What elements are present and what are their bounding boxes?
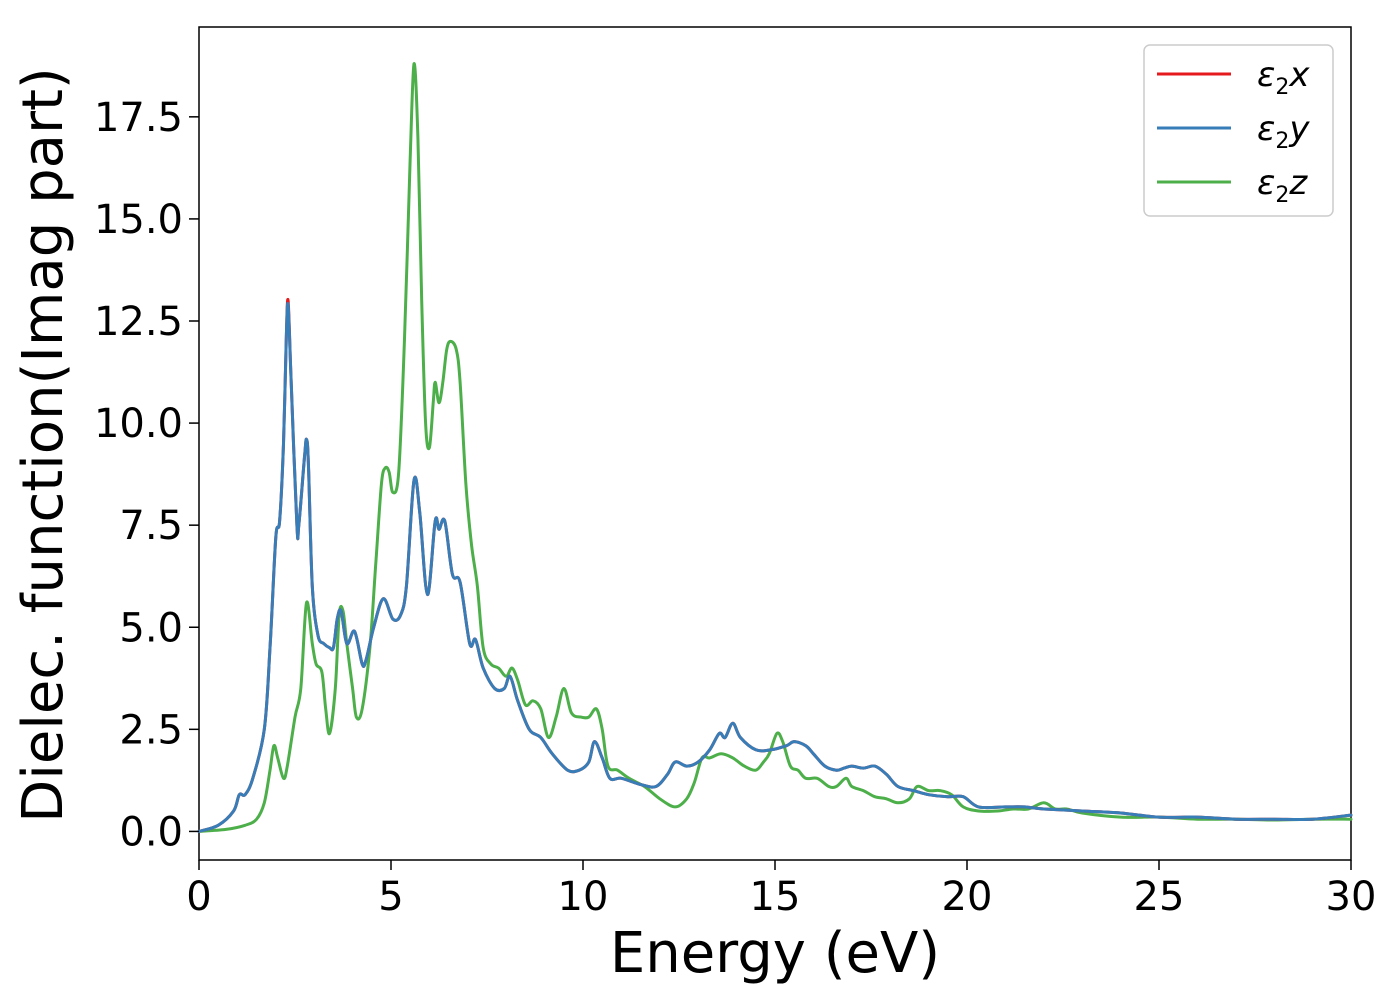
- y-tick-label: 0.0: [119, 809, 183, 855]
- legend-label: ε2z: [1257, 163, 1308, 208]
- x-tick-label: 5: [378, 874, 403, 920]
- y-tick-label: 5.0: [119, 605, 183, 651]
- x-tick-label: 30: [1326, 874, 1377, 920]
- x-tick-label: 10: [558, 874, 609, 920]
- x-tick-label: 20: [942, 874, 993, 920]
- y-axis: 0.0 2.5 5.0 7.5 10.0 12.5 15.0 17.5: [94, 95, 199, 855]
- legend-box: [1143, 44, 1334, 217]
- legend-label: ε2x: [1257, 55, 1310, 100]
- legend-label: ε2y: [1257, 109, 1310, 154]
- y-tick-label: 17.5: [94, 95, 183, 141]
- y-tick-label: 12.5: [94, 299, 183, 345]
- x-tick-label: 0: [186, 874, 211, 920]
- x-tick-label: 15: [750, 874, 801, 920]
- legend: ε2x ε2y ε2z: [1143, 44, 1334, 217]
- x-tick-label: 25: [1134, 874, 1185, 920]
- y-tick-label: 2.5: [119, 707, 183, 753]
- series-line-e2z: [197, 62, 1353, 833]
- x-axis: 0 5 10 15 20 25 30: [186, 860, 1376, 920]
- x-axis-title: Energy (eV): [610, 921, 940, 986]
- y-axis-title: Dielec. function(Imag part): [11, 67, 76, 823]
- y-tick-label: 15.0: [94, 197, 183, 243]
- series-line-e2x: [197, 297, 1353, 833]
- series-line-e2y: [197, 301, 1353, 833]
- y-tick-label: 7.5: [119, 503, 183, 549]
- y-tick-label: 10.0: [94, 401, 183, 447]
- series-layer: [197, 62, 1353, 833]
